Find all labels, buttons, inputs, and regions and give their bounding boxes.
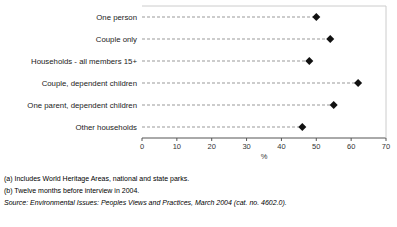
- x-tick-label: 70: [382, 142, 390, 151]
- dot: [298, 123, 306, 131]
- frame-top: [142, 6, 386, 7]
- source-note: Source: Environmental Issues: Peoples Vi…: [4, 199, 287, 207]
- x-tick-label: 60: [347, 142, 355, 151]
- dot: [312, 13, 320, 21]
- x-tick-label: 20: [208, 142, 216, 151]
- x-axis-label: %: [261, 152, 268, 161]
- dot: [305, 57, 313, 65]
- x-tick: [281, 138, 282, 141]
- x-tick-label: 30: [242, 142, 250, 151]
- dot-stem: [142, 39, 330, 40]
- x-tick: [316, 138, 317, 141]
- x-tick: [246, 138, 247, 141]
- frame-right: [386, 6, 387, 138]
- category-label: Households - all members 15+: [31, 57, 137, 66]
- x-tick: [351, 138, 352, 141]
- x-tick: [211, 138, 212, 141]
- category-label: Other households: [75, 123, 137, 132]
- x-tick: [142, 138, 143, 141]
- category-label: Couple only: [96, 35, 137, 44]
- x-tick-label: 0: [140, 142, 144, 151]
- x-tick-label: 40: [277, 142, 285, 151]
- footnote: (a) Includes World Heritage Areas, natio…: [4, 175, 189, 183]
- dot: [330, 101, 338, 109]
- dot-stem: [142, 17, 316, 18]
- chart: 0 10 20 30 40 50 60 70% One person Couple only Hou…: [0, 0, 397, 227]
- category-label: One parent, dependent children: [27, 101, 137, 110]
- x-axis-line: [142, 138, 386, 139]
- x-tick: [176, 138, 177, 141]
- category-label: Couple, dependent children: [42, 79, 137, 88]
- dot-stem: [142, 105, 334, 106]
- x-tick-label: 50: [312, 142, 320, 151]
- marks: [142, 13, 362, 131]
- dot-stem: [142, 61, 309, 62]
- category-label: One person: [96, 13, 137, 22]
- dot-stem: [142, 83, 358, 84]
- footnote: (b) Twelve months before interview in 20…: [4, 187, 139, 195]
- x-tick-label: 10: [173, 142, 181, 151]
- x-tick: [386, 138, 387, 141]
- dot: [326, 35, 334, 43]
- dot-stem: [142, 127, 302, 128]
- dot: [354, 79, 362, 87]
